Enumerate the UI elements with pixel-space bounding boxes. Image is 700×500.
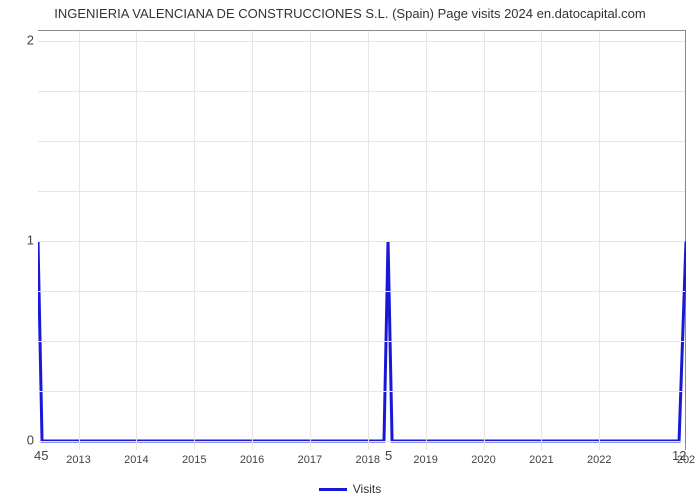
gridline-horizontal <box>38 291 685 292</box>
chart-legend: Visits <box>0 481 700 496</box>
gridline-horizontal <box>38 191 685 192</box>
corner-label-bottom-left: 45 <box>34 448 48 463</box>
legend-label-visits: Visits <box>353 482 381 496</box>
corner-label-bottom-right-secondary: 202 <box>677 454 695 466</box>
gridline-horizontal <box>38 391 685 392</box>
x-axis-tick-label: 2018 <box>356 454 380 466</box>
gridline-horizontal <box>38 141 685 142</box>
chart-title: INGENIERIA VALENCIANA DE CONSTRUCCIONES … <box>0 6 700 21</box>
gridline-horizontal <box>38 441 685 442</box>
gridline-horizontal <box>38 41 685 42</box>
x-axis-tick-label: 2022 <box>587 454 611 466</box>
x-axis-tick-label: 2019 <box>413 454 437 466</box>
x-axis-tick-label: 2016 <box>240 454 264 466</box>
plot-area <box>38 30 686 450</box>
y-axis-tick-label: 1 <box>6 233 34 248</box>
x-axis-tick-label: 2014 <box>124 454 148 466</box>
y-axis-tick-label: 2 <box>6 33 34 48</box>
gridline-horizontal <box>38 241 685 242</box>
x-axis-tick-label: 2015 <box>182 454 206 466</box>
corner-label-mid: 5 <box>385 448 392 463</box>
chart-container: INGENIERIA VALENCIANA DE CONSTRUCCIONES … <box>0 0 700 500</box>
x-axis-tick-label: 2021 <box>529 454 553 466</box>
gridline-horizontal <box>38 341 685 342</box>
x-axis-tick-label: 2020 <box>471 454 495 466</box>
x-axis-tick-label: 2013 <box>66 454 90 466</box>
x-axis-tick-label: 2017 <box>298 454 322 466</box>
y-axis-tick-label: 0 <box>6 433 34 448</box>
legend-swatch-visits <box>319 488 347 491</box>
gridline-horizontal <box>38 91 685 92</box>
